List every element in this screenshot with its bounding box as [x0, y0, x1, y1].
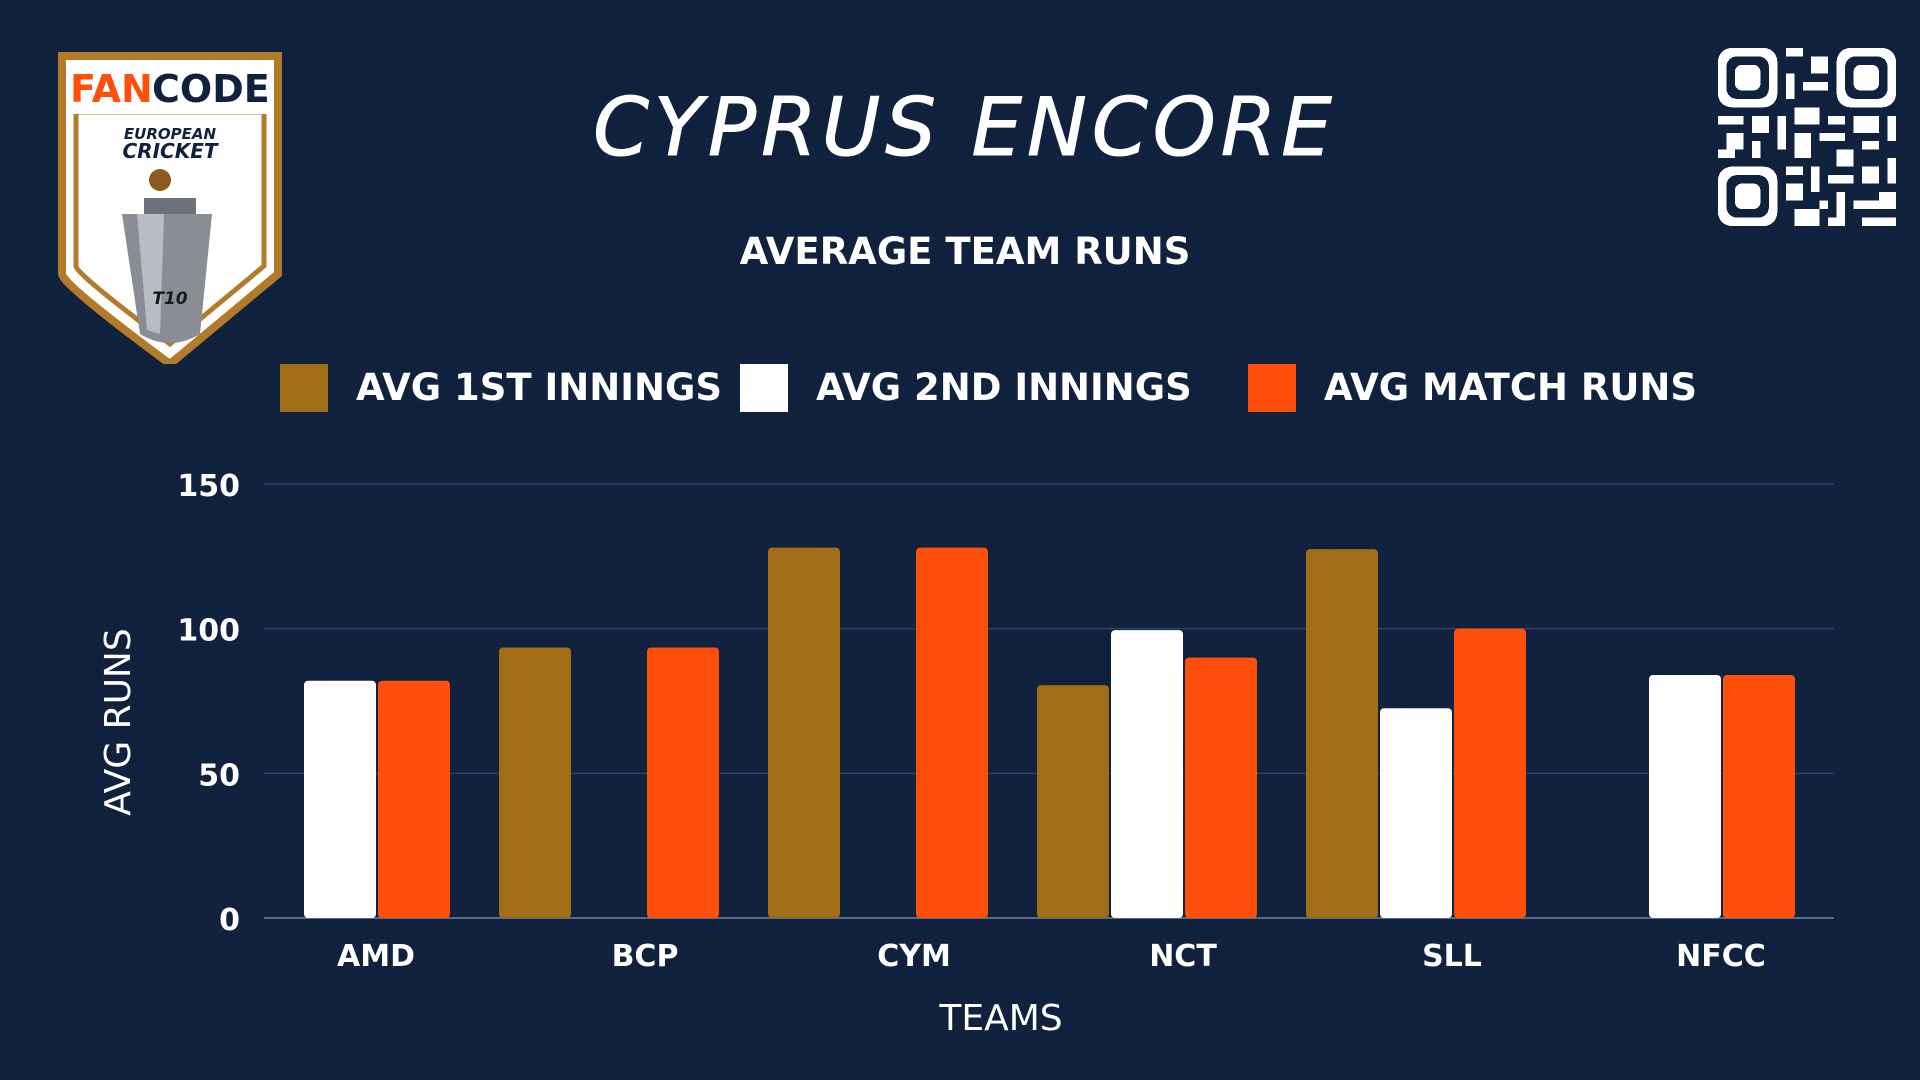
- legend-label-match-runs: AVG MATCH RUNS: [1324, 366, 1697, 409]
- bar-nct-series-2: [1111, 630, 1183, 918]
- y-tick-label-50: 50: [198, 758, 240, 793]
- y-axis-label: AVG RUNS: [98, 628, 139, 815]
- bar-cym-series-1: [768, 547, 840, 918]
- bar-bcp-series-1: [499, 647, 571, 918]
- x-tick-label-nct: NCT: [1149, 939, 1217, 974]
- legend-swatch-1st-innings: [280, 364, 328, 412]
- bar-cym-series-3: [916, 547, 988, 918]
- cricket-ball-icon: [149, 169, 171, 191]
- bar-sll-series-2: [1380, 708, 1452, 918]
- logo-cricket-text: CRICKET: [123, 139, 219, 163]
- y-tick-label-0: 0: [219, 903, 240, 938]
- x-tick-label-sll: SLL: [1422, 939, 1482, 974]
- bar-sll-series-3: [1454, 628, 1526, 918]
- bar-nct-series-3: [1185, 657, 1257, 918]
- y-tick-label-150: 150: [177, 469, 240, 504]
- x-tick-label-nfcc: NFCC: [1676, 939, 1766, 974]
- legend-swatch-2nd-innings: [740, 364, 788, 412]
- legend-label-2nd-innings: AVG 2ND INNINGS: [816, 366, 1192, 409]
- fancode-european-cricket-logo: FAN CODE EUROPEAN CRICKET T10: [58, 52, 282, 364]
- logo-fan-text: FAN: [70, 67, 153, 111]
- x-tick-label-bcp: BCP: [612, 939, 679, 974]
- chart-title: CYPRUS ENCORE: [593, 81, 1337, 175]
- chart-legend: AVG 1ST INNINGS AVG 2ND INNINGS AVG MATC…: [280, 362, 1760, 414]
- chart-subtitle: AVERAGE TEAM RUNS: [739, 230, 1191, 273]
- bar-amd-series-3: [378, 680, 450, 918]
- logo-european-text: EUROPEAN: [124, 125, 217, 143]
- x-axis-label: TEAMS: [938, 998, 1062, 1039]
- bar-bcp-series-3: [647, 647, 719, 918]
- bar-nfcc-series-3: [1723, 674, 1795, 918]
- x-tick-label-amd: AMD: [337, 939, 415, 974]
- bar-nfcc-series-2: [1649, 674, 1721, 918]
- logo-code-text: CODE: [152, 67, 270, 111]
- y-tick-label-100: 100: [177, 614, 240, 649]
- qr-code-icon: [1718, 48, 1896, 226]
- legend-label-1st-innings: AVG 1ST INNINGS: [356, 366, 722, 409]
- logo-t10-text: T10: [152, 289, 187, 309]
- x-tick-label-cym: CYM: [877, 939, 951, 974]
- legend-swatch-match-runs: [1248, 364, 1296, 412]
- bar-nct-series-1: [1037, 685, 1109, 918]
- bar-amd-series-2: [304, 680, 376, 918]
- bar-sll-series-1: [1306, 549, 1378, 918]
